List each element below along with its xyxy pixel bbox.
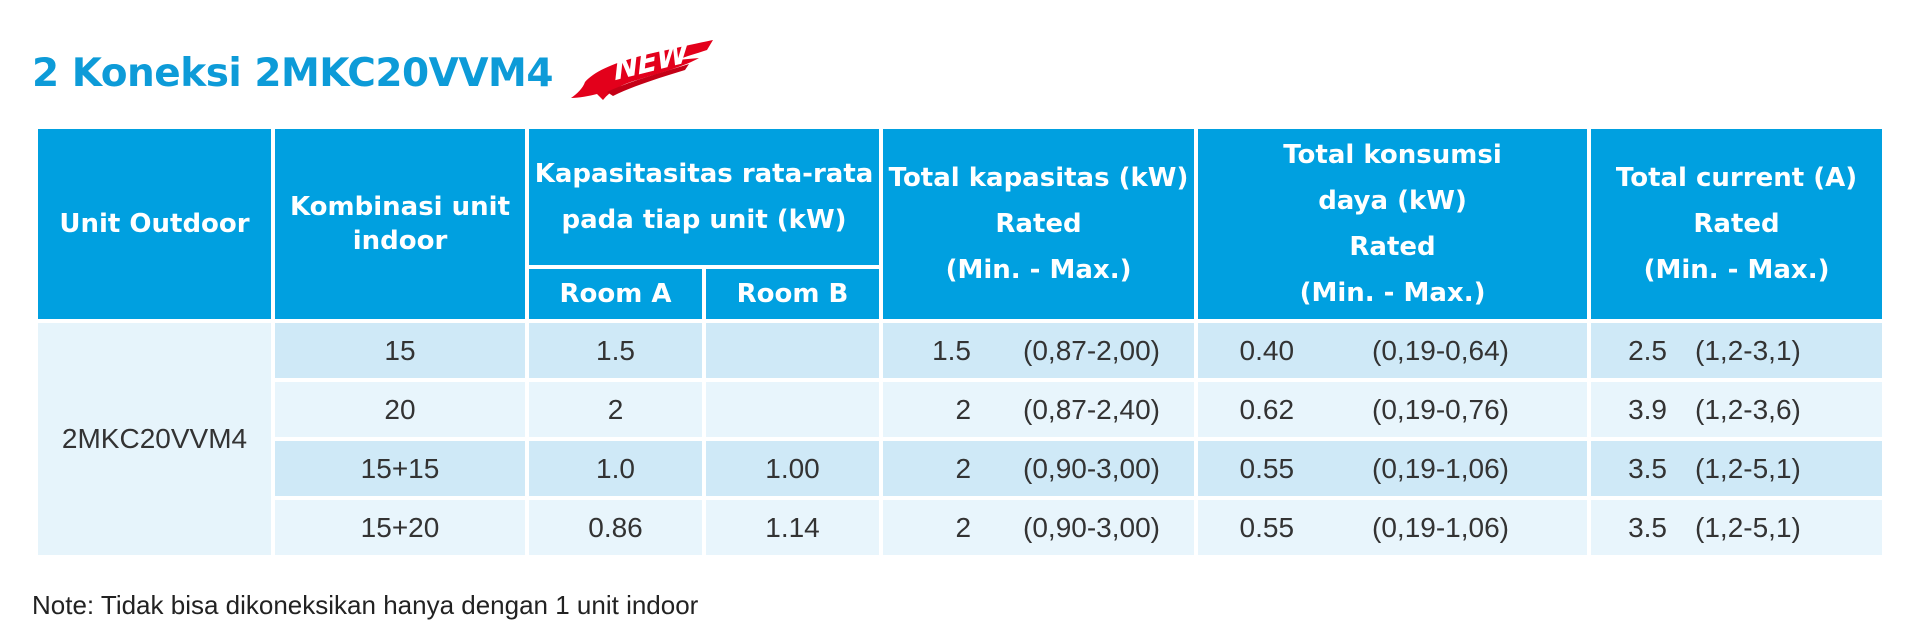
subheader-row: Room A Room B bbox=[36, 265, 1884, 323]
room-b-cell: 1.14 bbox=[701, 496, 884, 559]
capacity-range: (0,87-2,40) bbox=[1023, 393, 1160, 425]
capacity-cell: 2 (0,90-3,00) bbox=[879, 496, 1199, 559]
capacity-cell: 1.5 (0,87-2,00) bbox=[879, 319, 1199, 382]
table-row: 15+20 0.86 1.14 2 (0,90-3,00) 0.55 (0,19-1… bbox=[36, 496, 1887, 559]
room-b-cell: 1.00 bbox=[701, 437, 884, 500]
power-rated: 0.40 bbox=[1239, 334, 1295, 366]
room-a-cell: 1.5 bbox=[525, 319, 706, 382]
header-row: Unit Outdoor Kombinasi unit indoor Kapas… bbox=[34, 125, 1887, 323]
room-b-cell bbox=[701, 378, 884, 441]
capacity-rated: 1.5 bbox=[932, 334, 972, 366]
power-rated: 0.55 bbox=[1239, 511, 1295, 543]
capacity-range: (0,87-2,00) bbox=[1023, 334, 1160, 366]
header-unit-outdoor: Unit Outdoor bbox=[34, 125, 275, 323]
power-cell: 0.40 (0,19-0,64) bbox=[1194, 319, 1592, 382]
power-rated: 0.62 bbox=[1239, 393, 1295, 425]
current-range: (1,2-5,1) bbox=[1695, 511, 1801, 543]
power-cell: 0.55 (0,19-1,06) bbox=[1194, 496, 1592, 559]
capacity-range: (0,90-3,00) bbox=[1023, 511, 1160, 543]
capacity-cell: 2 (0,87-2,40) bbox=[879, 378, 1199, 441]
header-room-a: Room A bbox=[525, 265, 706, 323]
outdoor-unit-cell: 2MKC20VVM4 bbox=[34, 319, 275, 559]
current-range: (1,2-5,1) bbox=[1695, 452, 1801, 484]
current-cell: 3.9 (1,2-3,6) bbox=[1587, 378, 1887, 441]
current-rated: 3.9 bbox=[1628, 393, 1668, 425]
room-a-cell: 2 bbox=[525, 378, 706, 441]
capacity-cell: 2 (0,90-3,00) bbox=[879, 437, 1199, 500]
capacity-rated: 2 bbox=[955, 452, 972, 484]
current-rated: 3.5 bbox=[1628, 452, 1668, 484]
new-badge: NEW bbox=[567, 35, 717, 108]
combo-cell: 15+15 bbox=[271, 437, 529, 500]
room-a-cell: 1.0 bbox=[525, 437, 706, 500]
capacity-rated: 2 bbox=[955, 393, 972, 425]
table-row: 20 2 2 (0,87-2,40) 0.62 (0,19-0,76) 3.9 (1,… bbox=[36, 378, 1887, 441]
header-total-capacity: Total kapasitas (kW) Rated (Min. - Max.) bbox=[879, 125, 1199, 323]
header-capacity-per-unit: Kapasitasitas rata-rata pada tiap unit (… bbox=[524, 125, 884, 269]
footnote: Note: Tidak bisa dikoneksikan hanya deng… bbox=[32, 590, 699, 620]
header-total-power: Total konsumsi daya (kW) Rated (Min. - M… bbox=[1194, 125, 1592, 323]
current-range: (1,2-3,1) bbox=[1695, 334, 1801, 366]
header-total-current: Total current (A) Rated (Min. - Max.) bbox=[1587, 125, 1887, 323]
power-range: (0,19-1,06) bbox=[1372, 452, 1509, 484]
power-cell: 0.55 (0,19-1,06) bbox=[1194, 437, 1592, 500]
power-rated: 0.55 bbox=[1239, 452, 1295, 484]
current-rated: 3.5 bbox=[1628, 511, 1668, 543]
current-cell: 3.5 (1,2-5,1) bbox=[1587, 496, 1887, 559]
power-cell: 0.62 (0,19-0,76) bbox=[1194, 378, 1592, 441]
capacity-range: (0,90-3,00) bbox=[1023, 452, 1160, 484]
room-b-cell bbox=[701, 319, 884, 382]
capacity-rated: 2 bbox=[955, 511, 972, 543]
header-indoor-combination: Kombinasi unit indoor bbox=[271, 125, 529, 323]
spec-table: Unit Outdoor Kombinasi unit indoor Kapas… bbox=[34, 125, 1887, 559]
current-rated: 2.5 bbox=[1628, 334, 1668, 366]
power-range: (0,19-1,06) bbox=[1372, 511, 1509, 543]
current-cell: 3.5 (1,2-5,1) bbox=[1587, 437, 1887, 500]
table-row: 15+15 1.0 1.00 2 (0,90-3,00) 0.55 (0,19-1,… bbox=[36, 437, 1887, 500]
title-row: 2 Koneksi 2MKC20VVM4 NEW bbox=[32, 35, 717, 108]
power-range: (0,19-0,64) bbox=[1372, 334, 1509, 366]
brush-stroke-icon bbox=[570, 40, 713, 100]
power-range: (0,19-0,76) bbox=[1372, 393, 1509, 425]
page-title: 2 Koneksi 2MKC20VVM4 bbox=[32, 50, 553, 96]
header-room-b: Room B bbox=[701, 265, 884, 323]
table-row: 2MKC20VVM4 15 1.5 1.5 (0,87-2,00) 0.40 (0,… bbox=[34, 319, 1887, 559]
current-cell: 2.5 (1,2-3,1) bbox=[1587, 319, 1887, 382]
combo-cell: 15 bbox=[271, 319, 529, 382]
combo-cell: 15+20 bbox=[271, 496, 529, 559]
current-range: (1,2-3,6) bbox=[1695, 393, 1801, 425]
combo-cell: 20 bbox=[271, 378, 529, 441]
room-a-cell: 0.86 bbox=[525, 496, 706, 559]
